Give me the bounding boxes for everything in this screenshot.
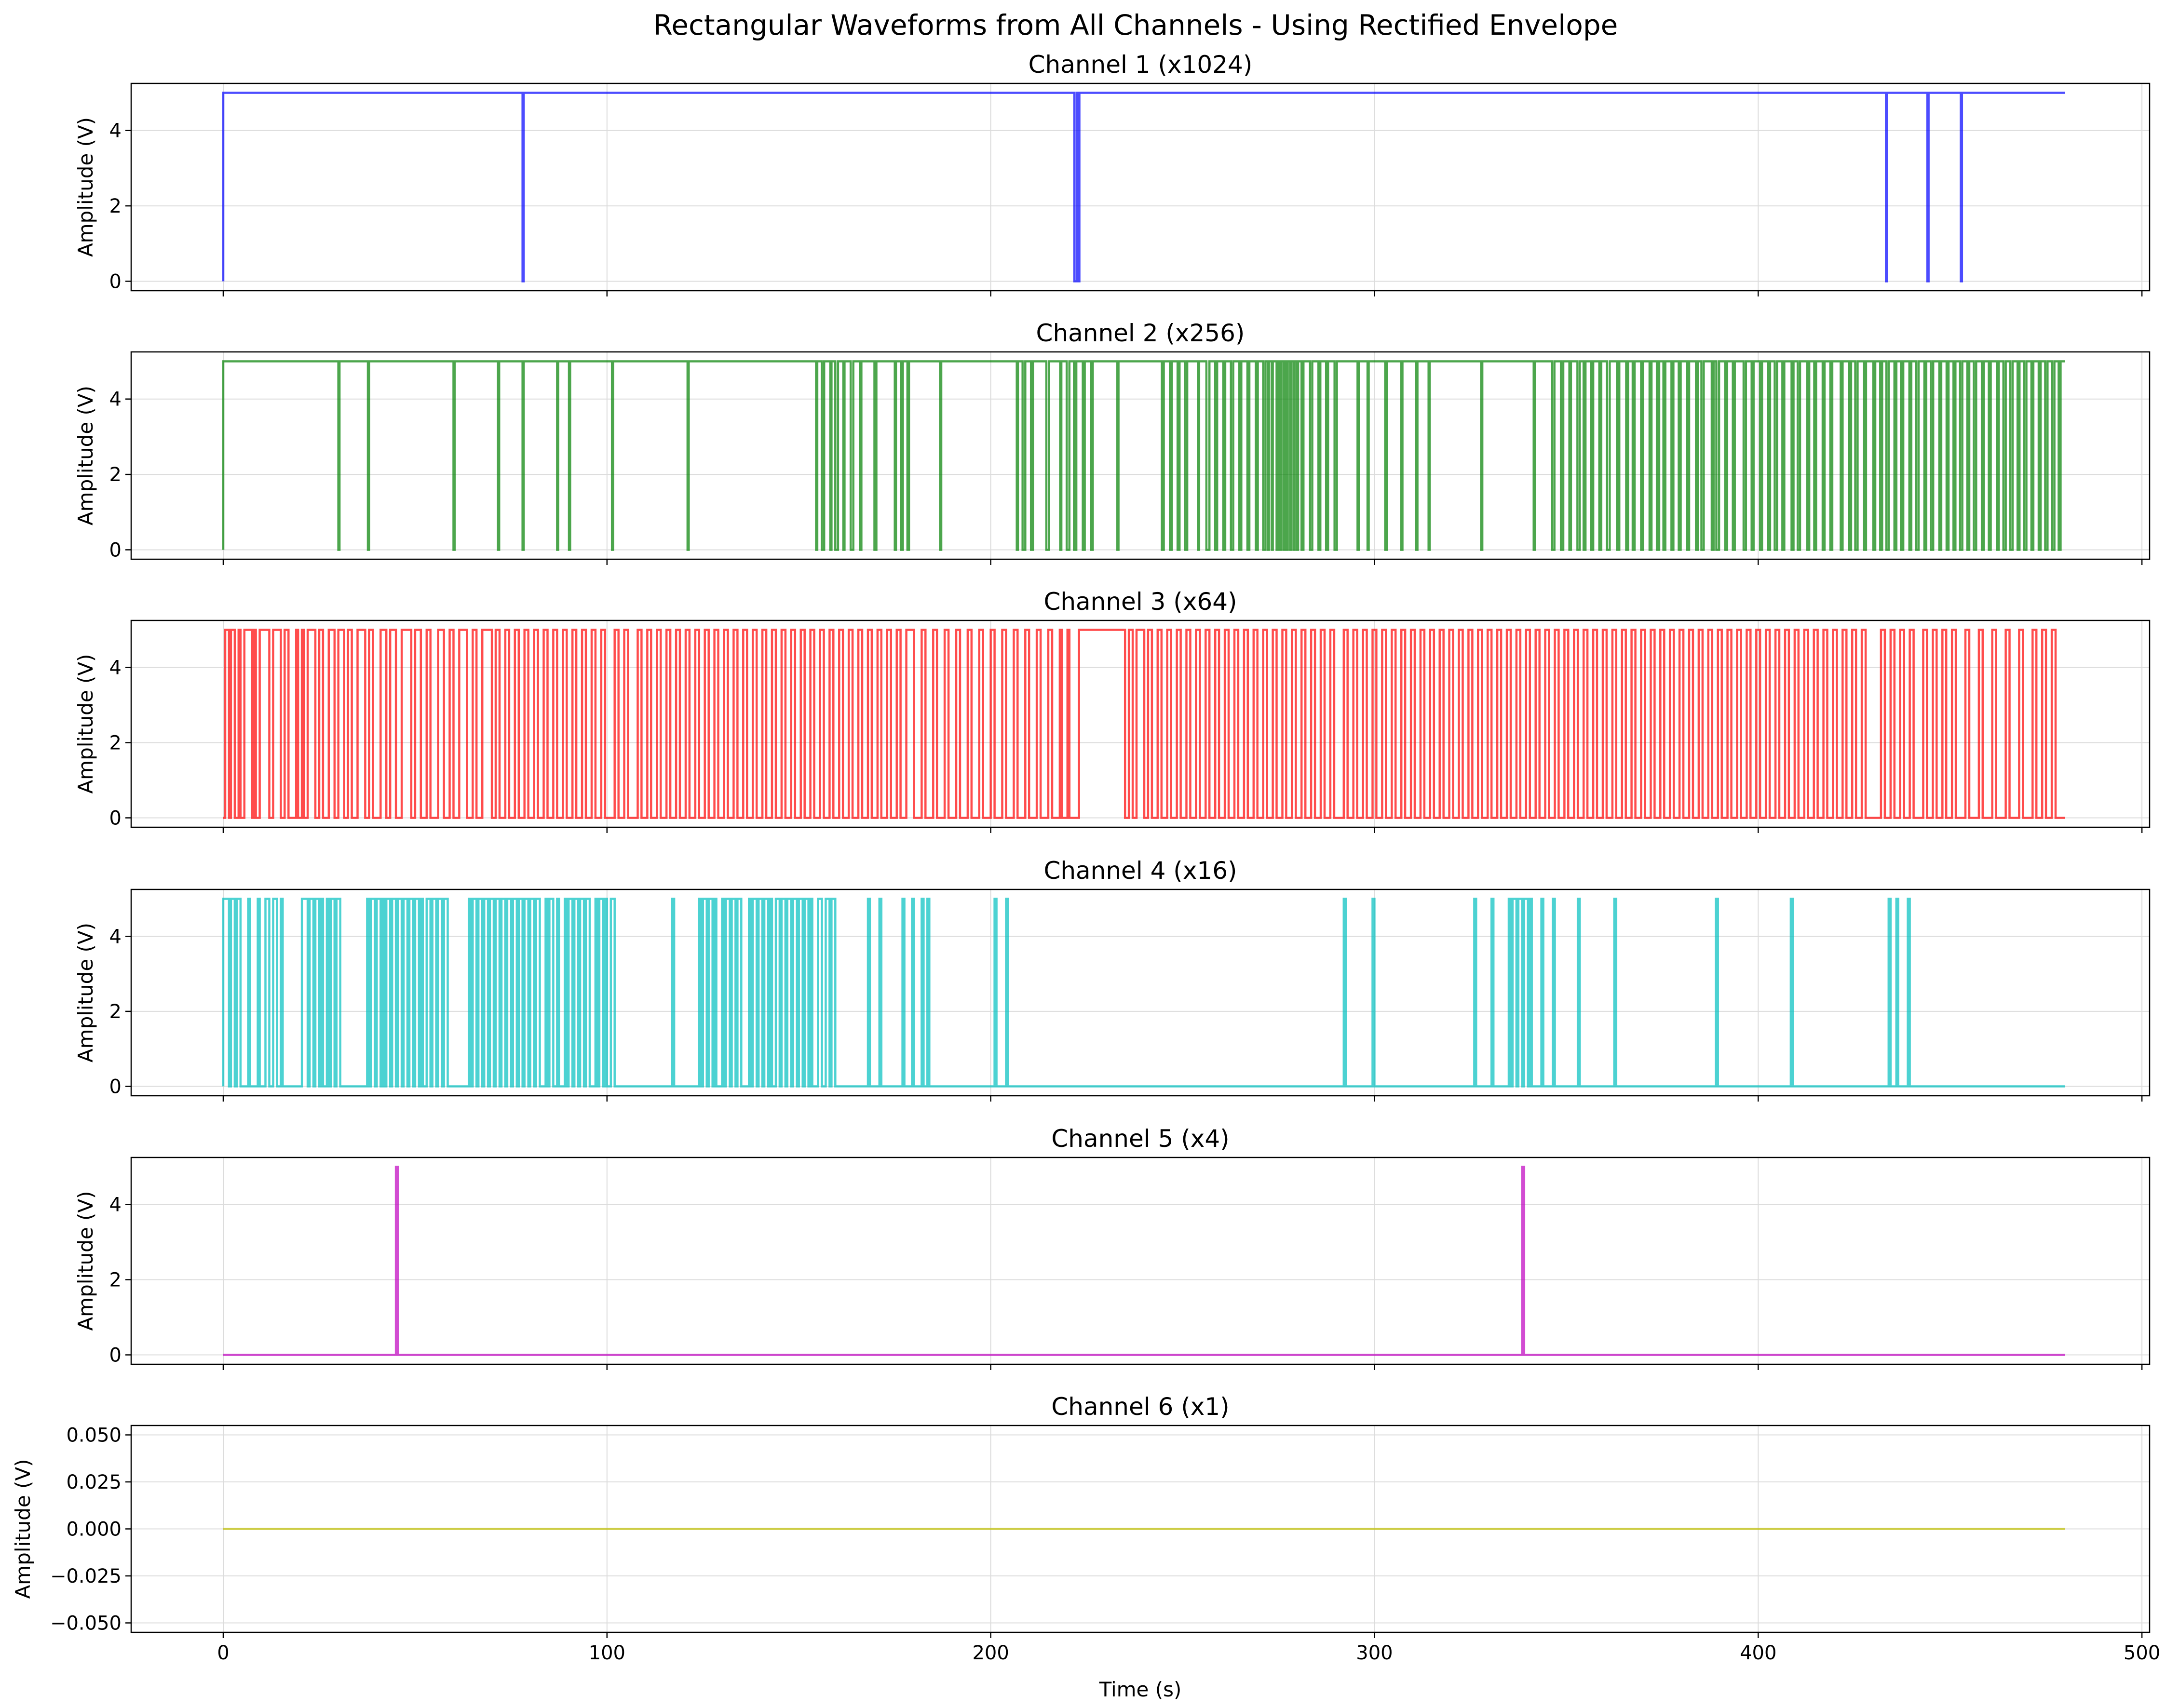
- axes-frame: [130, 351, 2151, 560]
- x-tick-label: 0: [217, 1642, 229, 1664]
- waveform-series-channel-3: [223, 629, 2065, 819]
- y-tick-label: 4: [109, 120, 122, 142]
- subplot-6: −0.050 −0.025 0.000 0.025 0.050 0 100 200 300 400…: [11, 1393, 2160, 1664]
- axes-group: 0 2 4 Channel 1 (x1024) Amplitude (V) 0 2 4 Chan…: [11, 51, 2160, 1664]
- y-tick-label: 0.025: [66, 1471, 122, 1493]
- y-tick-label: 0: [109, 1345, 122, 1367]
- y-tick-label: 2: [109, 464, 122, 486]
- y-tick-label: −0.025: [50, 1565, 122, 1587]
- x-tick-label: 500: [2124, 1642, 2160, 1664]
- x-tick-label: 300: [1356, 1642, 1393, 1664]
- x-tick-label: 400: [1740, 1642, 1776, 1664]
- y-tick-label: 4: [109, 926, 122, 948]
- y-axis-label: Amplitude (V): [74, 1191, 97, 1331]
- waveform-series-channel-1: [222, 92, 2065, 282]
- subplot-title: Channel 4 (x16): [1043, 857, 1237, 885]
- axes-frame: [130, 888, 2151, 1097]
- y-tick-label: 4: [109, 389, 122, 411]
- subplot-title: Channel 3 (x64): [1043, 588, 1237, 616]
- y-tick-label: 0: [109, 539, 122, 561]
- waveform-series-channel-5: [223, 1166, 2065, 1356]
- subplot-title: Channel 1 (x1024): [1029, 51, 1253, 79]
- subplot-1: 0 2 4 Channel 1 (x1024) Amplitude (V): [74, 51, 2151, 296]
- y-axis-label: Amplitude (V): [74, 923, 97, 1062]
- y-tick-label: 0: [109, 270, 122, 293]
- y-tick-label: 0: [109, 1076, 122, 1098]
- y-tick-label: 2: [109, 732, 122, 754]
- figure-title: Rectangular Waveforms from All Channels …: [653, 9, 1618, 41]
- waveform-series-channel-4: [222, 898, 2065, 1088]
- axes-frame: [130, 82, 2151, 292]
- x-axis-label: Time (s): [1099, 1678, 1182, 1701]
- y-axis-label: Amplitude (V): [74, 117, 97, 257]
- y-axis-label: Amplitude (V): [74, 386, 97, 525]
- y-tick-label: 0.000: [66, 1519, 122, 1541]
- subplot-title: Channel 5 (x4): [1051, 1125, 1229, 1153]
- y-axis-label: Amplitude (V): [11, 1459, 35, 1599]
- y-tick-label: 4: [109, 657, 122, 679]
- axes-frame: [130, 1157, 2151, 1365]
- axes-frame: [130, 619, 2151, 828]
- y-tick-label: 0: [109, 807, 122, 830]
- y-tick-label: 4: [109, 1194, 122, 1216]
- y-tick-label: 2: [109, 1269, 122, 1291]
- subplot-2: 0 2 4 Channel 2 (x256) Amplitude (V): [74, 319, 2151, 565]
- x-tick-label: 100: [589, 1642, 625, 1664]
- subplot-3: 0 2 4 Channel 3 (x64) Amplitude (V): [74, 588, 2151, 833]
- subplot-5: 0 2 4 Channel 5 (x4) Amplitude (V): [74, 1125, 2151, 1370]
- y-tick-label: 2: [109, 1001, 122, 1023]
- y-tick-label: 2: [109, 195, 122, 217]
- subplot-4: 0 2 4 Channel 4 (x16) Amplitude (V): [74, 857, 2151, 1102]
- waveform-series-channel-2: [222, 360, 2065, 551]
- x-tick-label: 200: [972, 1642, 1009, 1664]
- y-tick-label: 0.050: [66, 1425, 122, 1447]
- subplot-title: Channel 6 (x1): [1051, 1393, 1229, 1421]
- y-axis-label: Amplitude (V): [74, 654, 97, 793]
- y-tick-label: −0.050: [50, 1613, 122, 1635]
- subplot-title: Channel 2 (x256): [1036, 319, 1245, 347]
